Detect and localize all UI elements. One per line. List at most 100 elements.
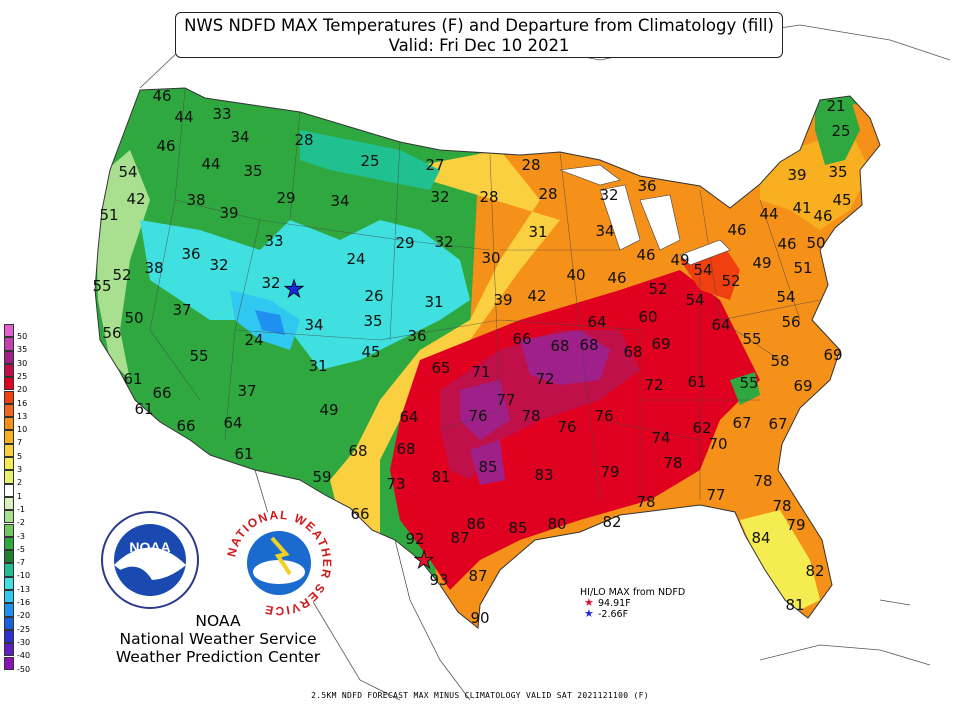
legend-swatch	[4, 337, 14, 351]
temp-label: 86	[466, 515, 485, 533]
temp-label: 32	[261, 274, 280, 292]
temp-label: 34	[330, 192, 349, 210]
state-boundaries	[149, 89, 821, 501]
legend-swatch	[4, 510, 14, 524]
temp-label: 92	[405, 530, 424, 548]
temp-label: 61	[123, 370, 142, 388]
temp-label: 33	[264, 232, 283, 250]
temp-label: 56	[781, 313, 800, 331]
temp-label: 45	[832, 191, 851, 209]
legend-swatch	[4, 496, 14, 511]
legend-label: -10	[17, 571, 31, 581]
legend-swatch	[4, 643, 14, 657]
temp-label: 54	[776, 288, 795, 306]
hi-star-marker: ★	[413, 546, 435, 574]
legend-label: -2	[17, 518, 25, 528]
temp-label: 49	[319, 401, 338, 419]
legend-swatch	[4, 417, 14, 431]
temp-label: 59	[312, 468, 331, 486]
hilo-lo-row: ★ -2.66F	[580, 607, 685, 620]
legend-swatch	[4, 403, 14, 418]
legend-label: 30	[17, 358, 28, 368]
temp-label: 56	[102, 324, 121, 342]
temp-label: 32	[599, 186, 618, 204]
temp-label: 39	[787, 166, 806, 184]
temp-label: 78	[663, 454, 682, 472]
temp-label: 44	[201, 155, 220, 173]
temp-label: 26	[364, 287, 383, 305]
temp-label: 68	[348, 442, 367, 460]
temp-label: 46	[777, 235, 796, 253]
legend-swatch	[4, 536, 14, 551]
mexico-outline	[254, 469, 471, 701]
temp-label: 61	[687, 373, 706, 391]
temp-label: 77	[496, 391, 515, 409]
noaa-logo: NOAA	[101, 511, 199, 609]
temp-label: 45	[361, 343, 380, 361]
legend-label: -40	[17, 651, 31, 661]
temp-label: 64	[399, 408, 418, 426]
legend-swatch	[4, 363, 14, 378]
legend-label: -16	[17, 598, 31, 607]
hilo-title: HI/LO MAX from NDFD	[580, 587, 686, 598]
temp-label: 46	[607, 269, 626, 287]
legend-swatch	[4, 430, 14, 444]
temp-label: 35	[363, 312, 382, 330]
legend-label: -5	[17, 544, 25, 554]
temp-label: 54	[685, 291, 704, 309]
temp-label: 69	[823, 346, 842, 364]
temp-label: 31	[528, 223, 547, 241]
temp-label: 28	[479, 188, 498, 206]
lo-star-icon: ★	[584, 607, 594, 620]
temp-label: 61	[234, 445, 253, 463]
temp-label: 36	[637, 177, 656, 195]
temp-label: 24	[244, 331, 263, 349]
legend-label: -7	[17, 558, 25, 568]
lightning-icon	[270, 536, 292, 576]
legend-swatch	[4, 656, 14, 670]
temp-label: 64	[223, 414, 242, 432]
temp-label: 38	[144, 259, 163, 277]
temp-label: 85	[478, 458, 497, 476]
temp-label: 39	[219, 204, 238, 222]
org-wpc: Weather Prediction Center	[115, 648, 321, 666]
legend-swatch	[4, 457, 14, 471]
temp-label: 32	[430, 188, 449, 206]
temp-label: 39	[493, 291, 512, 309]
temp-label: 38	[186, 191, 205, 209]
legend-swatch	[4, 576, 14, 590]
temp-label: 76	[468, 407, 487, 425]
legend-swatch	[4, 523, 14, 537]
legend-label: 5	[17, 451, 23, 461]
temp-label: 61	[134, 400, 153, 418]
legend-label: 3	[17, 465, 23, 474]
temp-label: 87	[468, 567, 487, 585]
legend-label: 2	[17, 478, 23, 488]
temp-label: 74	[651, 429, 670, 447]
temp-label: 32	[434, 233, 453, 251]
legend-label: -50	[17, 664, 31, 674]
temp-label: 78	[521, 407, 540, 425]
temp-label: 28	[538, 185, 557, 203]
temp-label: 65	[431, 359, 450, 377]
temp-label: 21	[826, 97, 845, 115]
temp-label: 24	[346, 250, 365, 268]
legend-swatch	[4, 470, 14, 484]
hilo-hi-row: ★ 94.91F	[580, 597, 685, 609]
temp-label: 66	[512, 330, 531, 348]
legend-label: 16	[17, 398, 28, 408]
legend-swatch	[4, 350, 14, 364]
temp-label: 67	[732, 414, 751, 432]
temp-label: 46	[152, 87, 171, 105]
temp-label: 29	[395, 234, 414, 252]
temp-label: 68	[579, 336, 598, 354]
great-lakes	[559, 164, 731, 266]
temp-label: 42	[126, 190, 145, 208]
legend-label: 1	[17, 491, 23, 501]
temp-label: 41	[792, 199, 811, 217]
footer-caption: 2.5KM NDFD FORECAST MAX MINUS CLIMATOLOG…	[311, 691, 649, 700]
temp-label: 81	[785, 596, 804, 614]
temp-label: 29	[276, 189, 295, 207]
temp-label: 82	[602, 513, 621, 531]
temp-label: 34	[304, 316, 323, 334]
